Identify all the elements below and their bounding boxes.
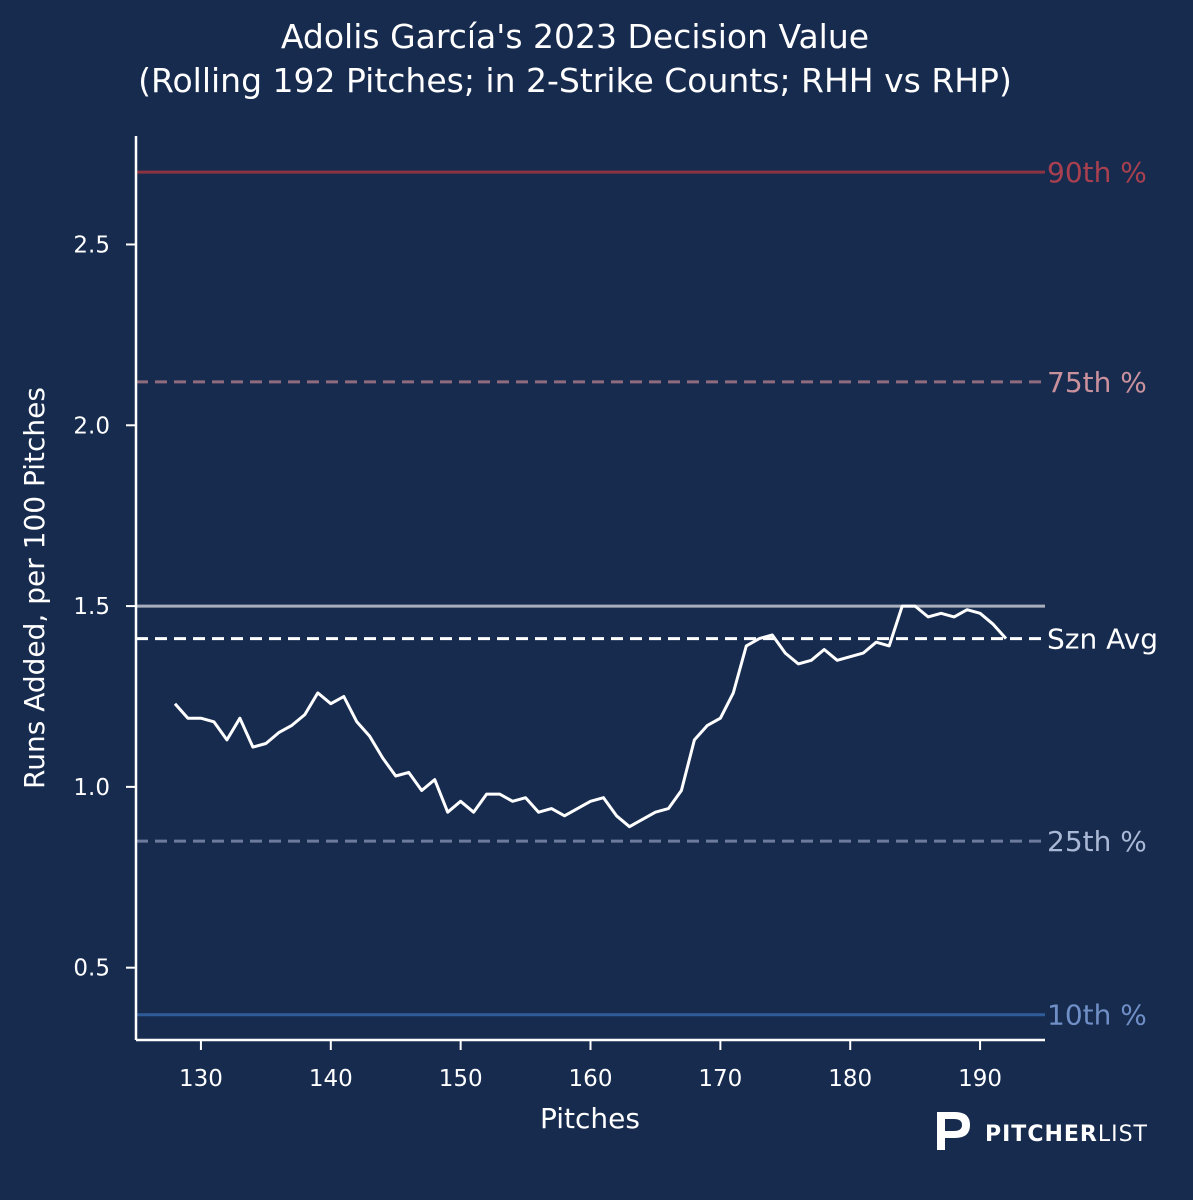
pitcherlist-logo: PITCHERLIST <box>937 1112 1148 1150</box>
series-layer <box>173 604 1008 829</box>
pitcherlist-wordmark: PITCHERLIST <box>985 1122 1148 1147</box>
reference-label-3: Szn Avg <box>1047 623 1158 656</box>
y-tick-label-4: 2.5 <box>73 232 110 258</box>
y-tick-label-3: 2.0 <box>73 413 110 439</box>
chart-subtitle: (Rolling 192 Pitches; in 2-Strike Counts… <box>138 61 1012 100</box>
y-tick-label-0: 0.5 <box>73 956 110 982</box>
y-tick-label-2: 1.5 <box>73 594 110 620</box>
x-tick-label-180: 180 <box>828 1066 872 1092</box>
logo-light-text: LIST <box>1098 1122 1148 1147</box>
x-tick-label-160: 160 <box>569 1066 613 1092</box>
y-tick-label-1: 1.0 <box>73 775 110 801</box>
reference-label-0: 90th % <box>1047 156 1147 189</box>
reference-label-1: 75th % <box>1047 366 1147 399</box>
reference-label-5: 10th % <box>1047 999 1147 1032</box>
chart-title: Adolis García's 2023 Decision Value <box>281 17 869 56</box>
x-tick-label-150: 150 <box>439 1066 483 1092</box>
x-tick-label-130: 130 <box>179 1066 223 1092</box>
x-tick-label-170: 170 <box>698 1066 742 1092</box>
y-ticks: 0.5 1.0 1.5 2.0 2.5 <box>73 232 136 982</box>
pitcherlist-p-icon <box>937 1112 970 1150</box>
x-tick-label-190: 190 <box>958 1066 1002 1092</box>
reference-lines <box>136 170 1045 1017</box>
x-axis-label: Pitches <box>540 1102 640 1135</box>
series-line-0 <box>173 604 1008 829</box>
x-ticks: 130 140 150 160 170 180 190 <box>179 1040 1002 1092</box>
reference-labels: 90th % 75th % Szn Avg 25th % 10th % <box>1047 156 1158 1032</box>
x-tick-label-140: 140 <box>309 1066 353 1092</box>
reference-label-4: 25th % <box>1047 825 1147 858</box>
logo-bold-text: PITCHER <box>985 1122 1098 1147</box>
y-axis-label: Runs Added, per 100 Pitches <box>18 387 51 789</box>
